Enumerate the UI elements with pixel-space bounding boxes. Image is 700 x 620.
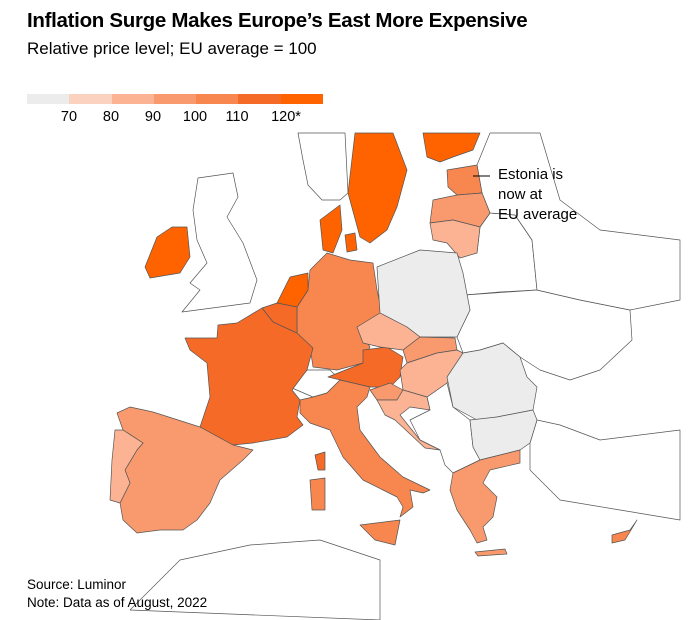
country-finland xyxy=(422,132,481,163)
estonia-annotation: Estonia is now at EU average xyxy=(498,165,577,225)
legend-label: 90 xyxy=(144,109,162,125)
north-africa xyxy=(129,539,381,620)
country-greece-crete xyxy=(474,548,508,557)
legend-swatch xyxy=(111,94,154,104)
country-italy-sardinia xyxy=(309,477,326,511)
country-bulgaria xyxy=(469,409,538,461)
country-italy xyxy=(299,379,431,518)
annotation-line: now at xyxy=(498,186,543,203)
legend-swatch xyxy=(196,94,239,104)
legend-swatch xyxy=(280,94,323,104)
country-portugal xyxy=(109,429,144,504)
data-note: Note: Data as of August, 2022 xyxy=(27,595,208,610)
legend-swatch xyxy=(27,94,70,104)
legend-label: 100 xyxy=(182,109,208,125)
country-cyprus xyxy=(611,519,638,544)
eu-countries xyxy=(109,132,638,557)
country-austria xyxy=(327,346,404,388)
legend-label: 70 xyxy=(60,109,78,125)
country-romania xyxy=(446,342,538,421)
country-denmark xyxy=(319,204,343,254)
source-note: Source: Luminor xyxy=(27,577,127,592)
turkey xyxy=(529,419,681,521)
uk xyxy=(181,172,258,313)
chart-title: Inflation Surge Makes Europe’s East More… xyxy=(27,9,528,32)
country-hungary xyxy=(399,349,464,398)
legend-swatch xyxy=(69,94,112,104)
country-greece xyxy=(449,449,521,544)
norway xyxy=(297,132,349,201)
annotation-line: Estonia is xyxy=(498,166,564,183)
country-estonia xyxy=(446,164,483,196)
country-italy-sicily xyxy=(359,519,401,546)
country-denmark-island xyxy=(344,232,358,253)
legend-label: 120* xyxy=(271,109,301,125)
legend-label: 110 xyxy=(225,109,249,125)
legend-swatch xyxy=(153,94,197,104)
country-sweden xyxy=(347,132,408,244)
legend-label: 80 xyxy=(102,109,120,125)
country-ireland xyxy=(144,226,191,279)
color-legend xyxy=(27,94,323,104)
country-croatia xyxy=(376,389,441,451)
country-lithuania xyxy=(429,219,481,259)
country-netherlands xyxy=(276,272,309,308)
legend-swatch xyxy=(238,94,281,104)
annotation-line: EU average xyxy=(498,206,578,223)
country-france-corsica xyxy=(314,451,326,471)
chart-subtitle: Relative price level; EU average = 100 xyxy=(27,39,317,58)
